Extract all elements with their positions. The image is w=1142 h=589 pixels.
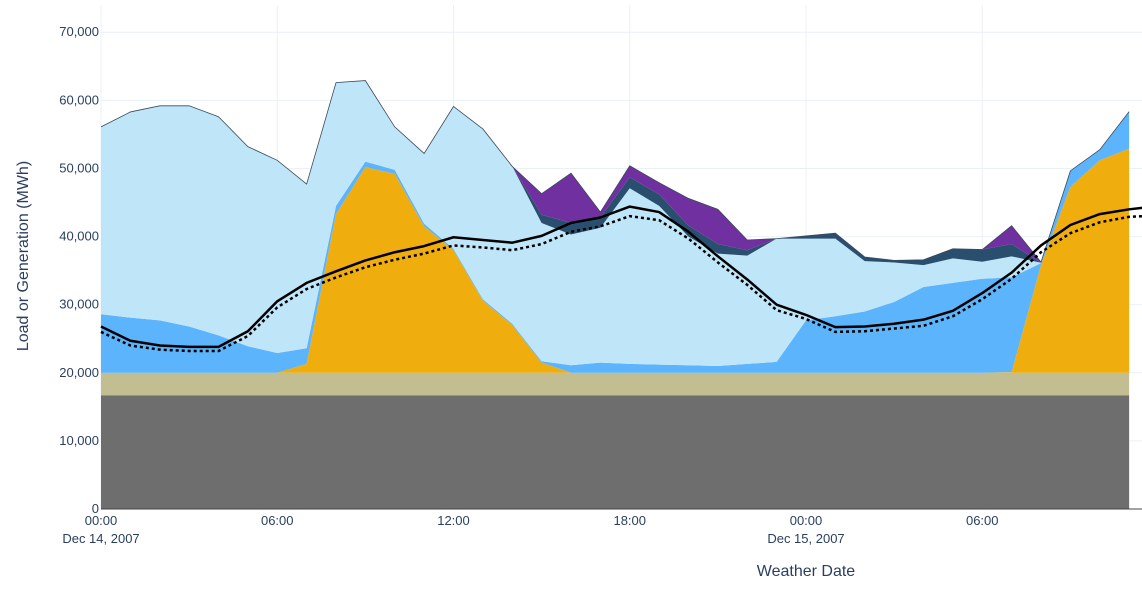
y-tick-labels: 0 10,000 20,000 30,000 40,000 50,000 60,000 70,… <box>59 24 99 516</box>
x-tick-label: 06:00 <box>261 513 294 528</box>
x-tick-labels: 00:00 Dec 14, 2007 06:00 12:00 18:00 00:00 Dec… <box>62 513 998 546</box>
y-tick-label: 0 <box>92 501 99 516</box>
area-series-5 <box>101 80 1130 366</box>
x-tick-date-label: Dec 14, 2007 <box>62 531 139 546</box>
y-tick-label: 20,000 <box>59 365 99 380</box>
area-series-3 <box>101 148 1130 373</box>
area-series-1 <box>101 395 1130 509</box>
x-tick-label: 06:00 <box>966 513 999 528</box>
y-tick-label: 60,000 <box>59 92 99 107</box>
x-tick-label: 00:00 <box>790 513 823 528</box>
y-tick-label: 10,000 <box>59 433 99 448</box>
x-tick-date-label: Dec 15, 2007 <box>767 531 844 546</box>
area-series-4 <box>101 111 1130 373</box>
y-axis-title: Load or Generation (MWh) <box>15 161 32 351</box>
x-tick-label: 12:00 <box>437 513 470 528</box>
y-tick-label: 40,000 <box>59 229 99 244</box>
x-tick-label: 00:00 <box>85 513 118 528</box>
y-tick-label: 30,000 <box>59 297 99 312</box>
stack-top-outline <box>100 80 1130 263</box>
y-tick-label: 70,000 <box>59 24 99 39</box>
load-lines <box>100 205 1142 353</box>
line-series-1 <box>100 205 1142 349</box>
area-series-7 <box>101 80 1130 263</box>
line-series-2 <box>100 214 1142 353</box>
area-series-2 <box>101 372 1130 396</box>
stacked-areas <box>100 80 1130 509</box>
x-tick-label: 18:00 <box>613 513 646 528</box>
x-axis-title: Weather Date <box>757 563 856 580</box>
y-tick-label: 50,000 <box>59 160 99 175</box>
